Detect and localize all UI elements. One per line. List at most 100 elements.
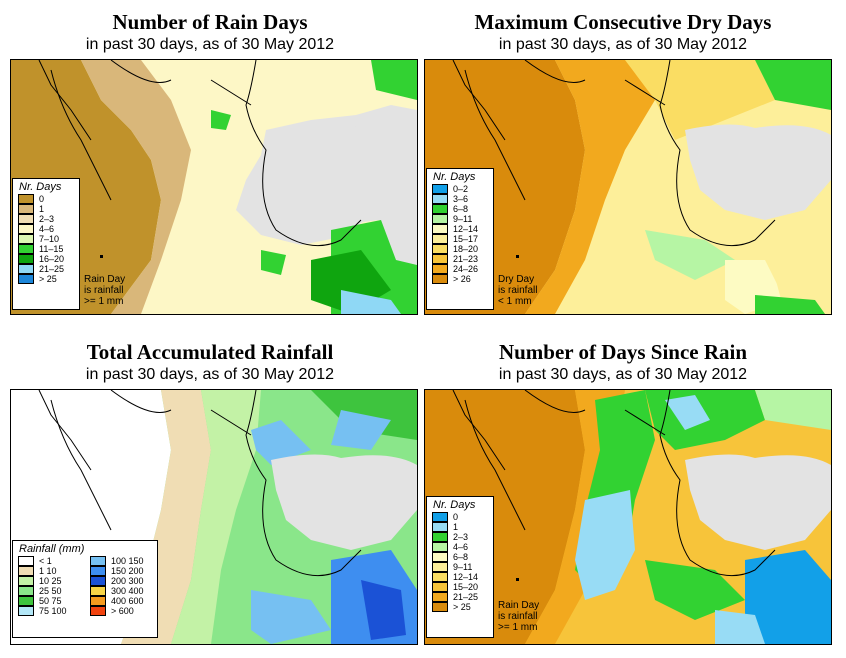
legend-dry-days: Nr. Days 0–2 3–6 6–8 9–11 12–14 15–17 18–20 21–… xyxy=(426,168,494,310)
legend-item: > 26 xyxy=(427,274,493,284)
note-line: >= 1 mm xyxy=(84,296,124,307)
legend-label: 12–14 xyxy=(453,224,479,234)
legend-item: 6–8 xyxy=(427,552,493,562)
legend-label: 9–11 xyxy=(453,214,473,224)
legend-swatch xyxy=(432,224,448,234)
legend-item: 3–6 xyxy=(427,194,493,204)
legend-item: 0–2 xyxy=(427,184,493,194)
legend-item: 150 200 xyxy=(85,566,157,576)
legend-item: 15–17 xyxy=(427,234,493,244)
legend-item: 9–11 xyxy=(427,214,493,224)
legend-item: 75 100 xyxy=(13,606,85,616)
legend-item: 1 xyxy=(427,522,493,532)
legend-item: 16–20 xyxy=(13,254,79,264)
legend-swatch xyxy=(432,204,448,214)
legend-swatch xyxy=(18,606,34,616)
legend-swatch xyxy=(432,194,448,204)
legend-swatch xyxy=(18,224,34,234)
note-dry-days: Dry Day is rainfall < 1 mm xyxy=(498,274,537,307)
marker-dot xyxy=(100,255,103,258)
legend-item: 7–10 xyxy=(13,234,79,244)
note-line: is rainfall xyxy=(84,285,124,296)
legend-label: 9–11 xyxy=(453,562,473,572)
legend-swatch xyxy=(18,586,34,596)
legend-label: 25 50 xyxy=(39,586,62,596)
legend-item: 100 150 xyxy=(85,556,157,566)
legend-item: 300 400 xyxy=(85,586,157,596)
legend-days-since-rain: Nr. Days 0 1 2–3 4–6 6–8 9–11 12–14 15–20 21–25 >… xyxy=(426,496,494,638)
legend-col-2: 100 150 150 200 200 300 300 400 400 600 > 600 xyxy=(85,556,157,616)
legend-item: 0 xyxy=(427,512,493,522)
legend-swatch xyxy=(18,254,34,264)
note-line: < 1 mm xyxy=(498,296,532,307)
legend-swatch xyxy=(432,184,448,194)
legend-item: 10 25 xyxy=(13,576,85,586)
legend-label: 11–15 xyxy=(39,244,64,254)
legend-swatch xyxy=(18,244,34,254)
subtitle-total-rainfall: in past 30 days, as of 30 May 2012 xyxy=(85,366,335,383)
legend-items: 0 1 2–3 4–6 7–10 11–15 16–20 21–25 > 25 xyxy=(13,194,79,284)
legend-label: > 25 xyxy=(453,602,471,612)
legend-item: 2–3 xyxy=(13,214,79,224)
legend-item: 1 xyxy=(13,204,79,214)
legend-title: Nr. Days xyxy=(19,181,62,193)
legend-swatch xyxy=(90,556,106,566)
legend-item: 24–26 xyxy=(427,264,493,274)
legend-label: 0–2 xyxy=(453,184,469,194)
legend-item: 9–11 xyxy=(427,562,493,572)
legend-label: 300 400 xyxy=(111,586,144,596)
subtitle-rain-days: in past 30 days, as of 30 May 2012 xyxy=(85,36,335,53)
legend-label: 2–3 xyxy=(39,214,55,224)
legend-label: 400 600 xyxy=(111,596,144,606)
subtitle-dry-days: in past 30 days, as of 30 May 2012 xyxy=(498,36,748,53)
legend-label: 50 75 xyxy=(39,596,62,606)
title-dry-days: Maximum Consecutive Dry Days xyxy=(474,10,772,34)
title-total-rainfall: Total Accumulated Rainfall xyxy=(86,340,334,364)
legend-item: 2–3 xyxy=(427,532,493,542)
note-line: Rain Day xyxy=(498,600,540,611)
legend-label: 21–25 xyxy=(39,264,65,274)
legend-item: 4–6 xyxy=(13,224,79,234)
legend-label: 24–26 xyxy=(453,264,479,274)
marker-dot xyxy=(516,578,519,581)
legend-label: > 25 xyxy=(39,274,57,284)
title-rain-days: Number of Rain Days xyxy=(112,10,308,34)
legend-label: 2–3 xyxy=(453,532,469,542)
legend-label: 1 xyxy=(39,204,45,214)
legend-swatch xyxy=(432,552,448,562)
legend-swatch xyxy=(18,214,34,224)
note-line: Rain Day xyxy=(84,274,126,285)
legend-swatch xyxy=(18,596,34,606)
note-line: is rainfall xyxy=(498,285,538,296)
legend-swatch xyxy=(18,566,34,576)
legend-item: 11–15 xyxy=(13,244,79,254)
legend-label: 0 xyxy=(39,194,45,204)
legend-swatch xyxy=(432,244,448,254)
legend-swatch xyxy=(432,582,448,592)
legend-swatch xyxy=(90,606,106,616)
legend-item: 15–20 xyxy=(427,582,493,592)
marker-dot xyxy=(516,255,519,258)
legend-item: > 25 xyxy=(427,602,493,612)
note-line: >= 1 mm xyxy=(498,622,538,633)
legend-label: 0 xyxy=(453,512,459,522)
legend-item: 0 xyxy=(13,194,79,204)
legend-swatch xyxy=(432,264,448,274)
legend-swatch xyxy=(18,264,34,274)
legend-label: 3–6 xyxy=(453,194,469,204)
legend-item: 21–25 xyxy=(427,592,493,602)
legend-swatch xyxy=(432,274,448,284)
legend-label: 15–17 xyxy=(453,234,479,244)
note-line: is rainfall xyxy=(498,611,538,622)
legend-label: 100 150 xyxy=(111,556,144,566)
legend-swatch xyxy=(90,586,106,596)
legend-item: 200 300 xyxy=(85,576,157,586)
legend-label: 6–8 xyxy=(453,552,469,562)
legend-items: 0–2 3–6 6–8 9–11 12–14 15–17 18–20 21–23 24–26 > … xyxy=(427,184,493,284)
note-days-since-rain: Rain Day is rainfall >= 1 mm xyxy=(498,600,539,633)
legend-item: 12–14 xyxy=(427,572,493,582)
legend-label: 16–20 xyxy=(39,254,65,264)
legend-item: 25 50 xyxy=(13,586,85,596)
